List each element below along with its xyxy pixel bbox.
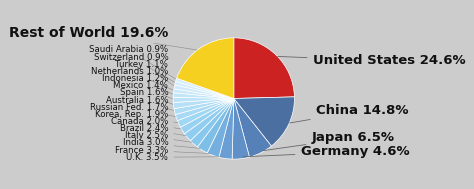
Text: Brazil 2.4%: Brazil 2.4% [120,124,186,136]
Text: India 3.0%: India 3.0% [123,139,201,148]
Text: Spain 1.6%: Spain 1.6% [119,88,173,104]
Text: Indonesia 1.2%: Indonesia 1.2% [102,74,173,94]
Text: Rest of World 19.6%: Rest of World 19.6% [9,26,197,50]
Wedge shape [175,81,234,98]
Wedge shape [173,98,234,109]
Text: Russian Fed. 1.7%: Russian Fed. 1.7% [90,103,175,117]
Wedge shape [174,98,234,115]
Text: Turkey 1.1%: Turkey 1.1% [116,60,174,86]
Wedge shape [177,38,234,98]
Text: Korea, Rep. 1.9%: Korea, Rep. 1.9% [95,110,178,123]
Text: Italy 2.5%: Italy 2.5% [125,131,192,142]
Wedge shape [173,89,234,98]
Text: Canada 2.0%: Canada 2.0% [111,117,181,129]
Text: United States 24.6%: United States 24.6% [278,54,465,67]
Text: Germany 4.6%: Germany 4.6% [244,145,409,158]
Text: Switzerland 0.9%: Switzerland 0.9% [93,53,174,82]
Wedge shape [173,93,234,98]
Text: Netherlands 1.0%: Netherlands 1.0% [91,67,173,90]
Wedge shape [234,38,294,98]
Text: Saudi Arabia 0.9%: Saudi Arabia 0.9% [89,46,175,79]
Wedge shape [175,98,234,121]
Wedge shape [173,97,234,103]
Wedge shape [176,78,234,98]
Wedge shape [234,98,272,157]
Wedge shape [184,98,234,141]
Wedge shape [181,98,234,134]
Wedge shape [174,85,234,98]
Text: U.K. 3.5%: U.K. 3.5% [127,153,223,162]
Wedge shape [232,98,249,159]
Text: Japan 6.5%: Japan 6.5% [263,131,394,151]
Wedge shape [191,98,234,147]
Wedge shape [198,98,234,153]
Wedge shape [219,98,234,159]
Wedge shape [177,98,234,127]
Text: France 3.3%: France 3.3% [115,146,211,155]
Text: China 14.8%: China 14.8% [290,104,408,123]
Text: Australia 1.6%: Australia 1.6% [106,96,174,110]
Wedge shape [234,97,294,146]
Text: Mexico 1.4%: Mexico 1.4% [113,81,173,99]
Wedge shape [207,98,234,157]
